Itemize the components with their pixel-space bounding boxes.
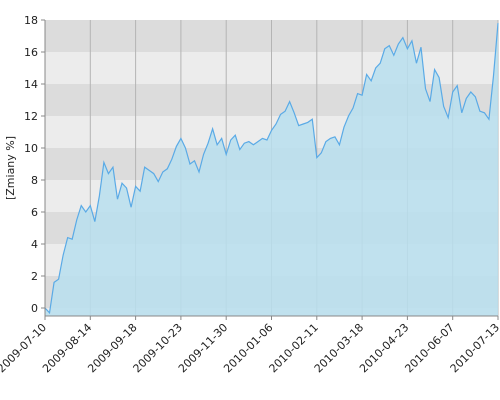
line [44,23,499,315]
y-tick-label: 10 [24,142,38,155]
y-tick-label: 0 [31,302,38,315]
y-tick-label: 16 [24,46,38,59]
y-tick-label: 4 [31,238,38,251]
y-tick-label: 8 [31,174,38,187]
y-tick-label: 18 [24,14,38,27]
y-tick-label: 14 [24,78,38,91]
y-tick-label: 2 [31,270,38,283]
y-tick-label: 6 [31,206,38,219]
y-axis-label: [Zmiany %] [4,136,17,200]
area [45,23,498,316]
y-tick-label: 12 [24,110,38,123]
